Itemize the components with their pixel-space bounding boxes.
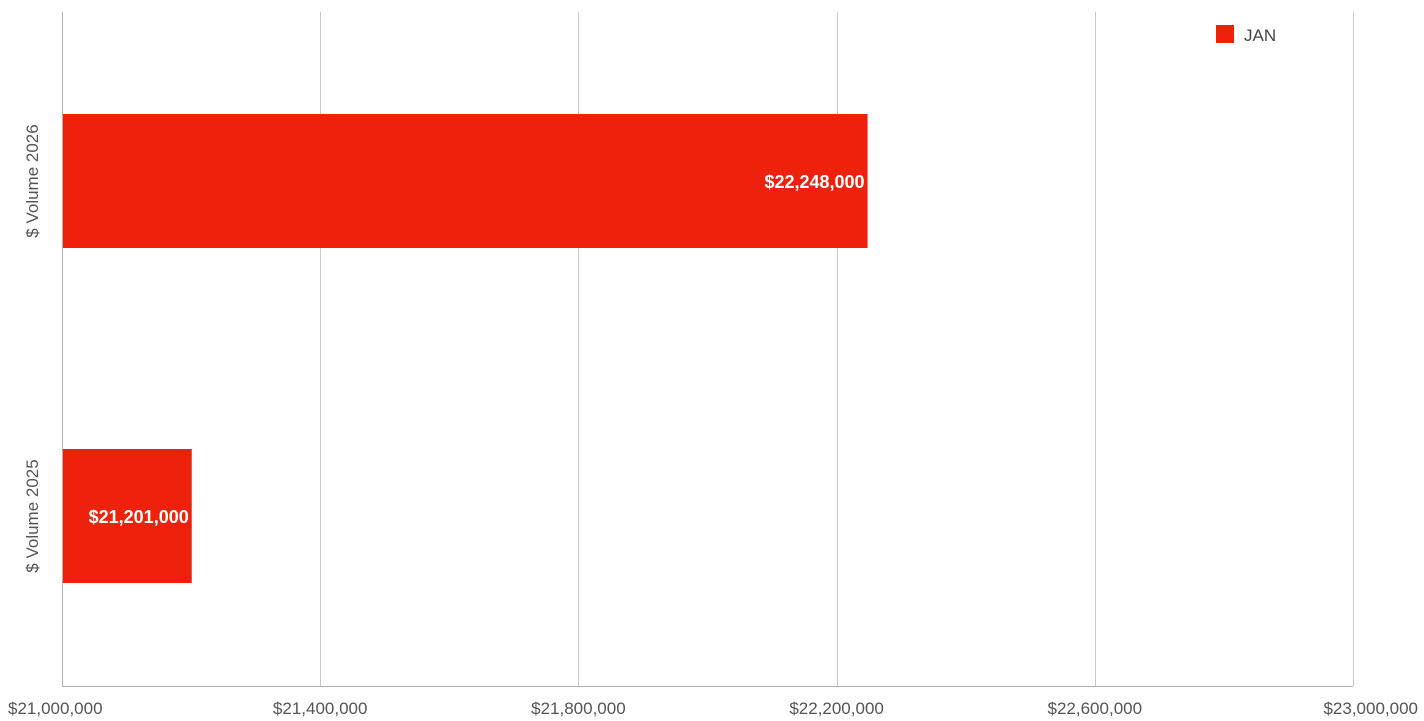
data-label-2: $21,201,000 [89,507,189,527]
bars [62,114,868,583]
legend-swatch [1216,25,1234,43]
legend-label: JAN [1244,26,1276,45]
category-label-2: $ Volume 2025 [23,459,42,572]
category-label-1: $ Volume 2026 [23,124,42,237]
bar-1 [62,114,868,248]
x-tick-label-0: $21,000,000 [8,699,103,718]
x-tick-label-1: $21,400,000 [273,699,368,718]
x-tick-label-3: $22,200,000 [789,699,884,718]
x-tick-label-5: $23,000,000 [1323,699,1418,718]
gridlines [320,12,1354,686]
x-tick-label-2: $21,800,000 [531,699,626,718]
data-label-1: $22,248,000 [764,172,864,192]
x-tick-label-4: $22,600,000 [1048,699,1143,718]
axes: $21,000,000 $21,400,000 $21,800,000 $22,200… [8,12,1418,718]
labels: $22,248,000 $ Volume 2026 $21,201,000 $ Vol… [23,124,865,572]
bar-2 [62,449,192,583]
legend: JAN [1216,25,1276,45]
